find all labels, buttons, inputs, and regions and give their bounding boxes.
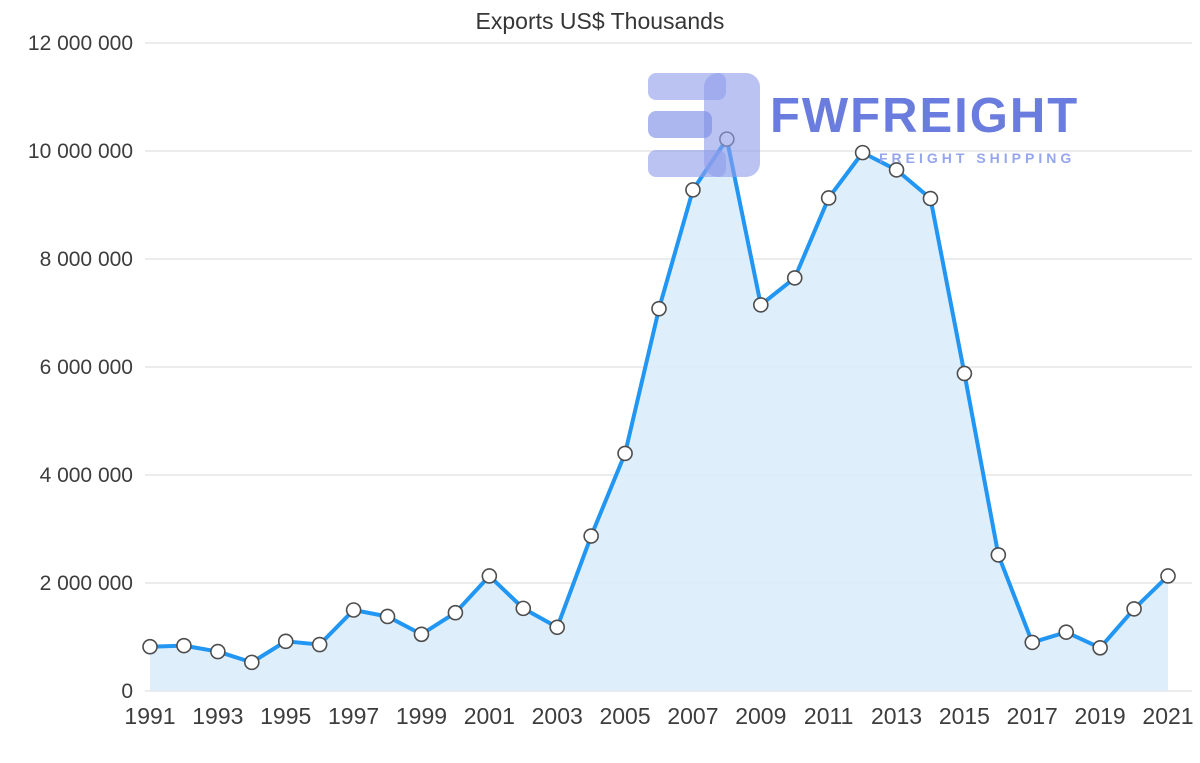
data-point-2007[interactable] [685,182,701,198]
x-axis-tick-label: 2017 [1007,703,1058,729]
x-axis-tick-label: 1993 [192,703,243,729]
x-axis-tick-label: 2005 [599,703,650,729]
y-axis-tick-label: 8 000 000 [40,248,133,271]
x-axis-tick-label: 2007 [667,703,718,729]
x-axis-tick-label: 2011 [804,703,853,729]
data-point-1999[interactable] [413,626,430,643]
data-point-1996[interactable] [311,636,328,653]
series-area-fill [150,139,1168,691]
data-point-2016[interactable] [990,547,1007,563]
data-point-2017[interactable] [1024,634,1041,651]
x-axis-tick-label: 1999 [396,703,447,729]
data-point-1997[interactable] [345,602,362,618]
x-axis-tick-label: 2001 [464,703,515,729]
y-axis-tick-label: 0 [121,680,133,703]
y-axis-tick-label: 6 000 000 [40,356,133,379]
data-point-2008[interactable] [719,131,735,147]
data-point-2003[interactable] [549,619,566,636]
data-point-1998[interactable] [379,608,396,625]
data-point-1991[interactable] [142,638,158,655]
y-axis-tick-label: 2 000 000 [40,572,133,595]
y-axis-tick-label: 12 000 000 [28,32,133,55]
data-point-2001[interactable] [481,568,498,584]
data-point-2012[interactable] [854,144,871,161]
x-axis-tick-label: 2015 [939,703,990,729]
data-point-1994[interactable] [244,654,260,671]
data-point-2021[interactable] [1160,568,1176,584]
data-point-2020[interactable] [1126,601,1142,617]
x-axis-tick-label: 2009 [735,703,786,729]
data-point-2019[interactable] [1092,639,1108,656]
data-point-2005[interactable] [617,445,633,462]
x-axis-tick-label: 2021 [1142,703,1193,729]
data-point-1993[interactable] [210,643,226,660]
chart-title: Exports US$ Thousands [475,8,725,34]
x-axis-tick-label: 1995 [260,703,311,729]
x-axis-tick-label: 2013 [871,703,922,729]
data-point-2000[interactable] [447,604,464,621]
x-axis-tick-label: 2003 [532,703,583,729]
data-point-2009[interactable] [752,297,769,313]
y-axis-tick-label: 10 000 000 [28,140,133,163]
x-axis-tick-label: 1991 [124,703,175,729]
data-point-2014[interactable] [922,190,939,207]
data-point-2018[interactable] [1058,624,1074,640]
data-point-2002[interactable] [515,600,532,617]
y-axis-tick-label: 4 000 000 [40,464,133,487]
data-point-2006[interactable] [651,300,667,317]
data-point-2004[interactable] [583,528,599,544]
data-point-2013[interactable] [888,162,905,178]
data-point-1992[interactable] [176,637,192,654]
data-point-2015[interactable] [956,365,973,382]
x-axis-tick-label: 1997 [328,703,379,729]
data-point-2010[interactable] [786,270,803,286]
data-point-2011[interactable] [820,190,837,206]
data-point-1995[interactable] [277,633,294,650]
x-axis-tick-label: 2019 [1075,703,1126,729]
